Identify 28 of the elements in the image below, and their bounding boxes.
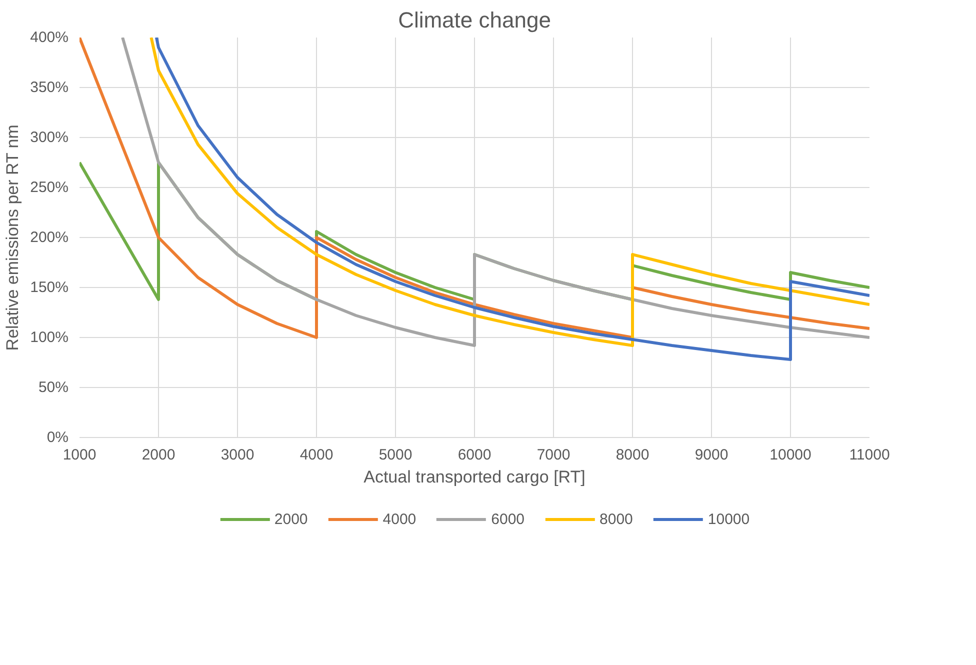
y-tick-label: 400% [30,29,69,46]
legend-label: 2000 [274,510,308,528]
x-tick-label: 1000 [62,446,96,464]
y-tick-label: 0% [46,429,69,446]
x-tick-label: 11000 [849,446,890,464]
x-tick-label: 10000 [770,446,812,464]
y-tick-label: 250% [30,179,69,196]
x-tick-label: 4000 [300,446,334,464]
x-tick-label: 7000 [536,446,570,464]
x-tick-label: 2000 [142,446,176,464]
y-axis-title: Relative emissions per RT nm [3,124,22,351]
legend-label: 4000 [382,510,416,528]
x-axis-title: Actual transported cargo [RT] [364,468,586,486]
x-tick-label: 5000 [378,446,412,464]
y-tick-label: 150% [30,279,69,296]
x-tick-label: 3000 [220,446,254,464]
y-tick-label: 50% [38,379,69,396]
y-tick-label: 350% [30,79,69,96]
legend-label: 8000 [600,510,633,528]
legend-label: 10000 [708,510,750,528]
x-tick-label: 8000 [616,446,650,464]
chart-title: Climate change [398,8,551,32]
y-tick-label: 100% [30,329,69,346]
y-tick-label: 200% [30,229,69,246]
x-tick-label: 9000 [694,446,728,464]
x-tick-label: 6000 [458,446,492,464]
legend-label: 6000 [491,510,525,528]
y-tick-label: 300% [30,129,69,146]
